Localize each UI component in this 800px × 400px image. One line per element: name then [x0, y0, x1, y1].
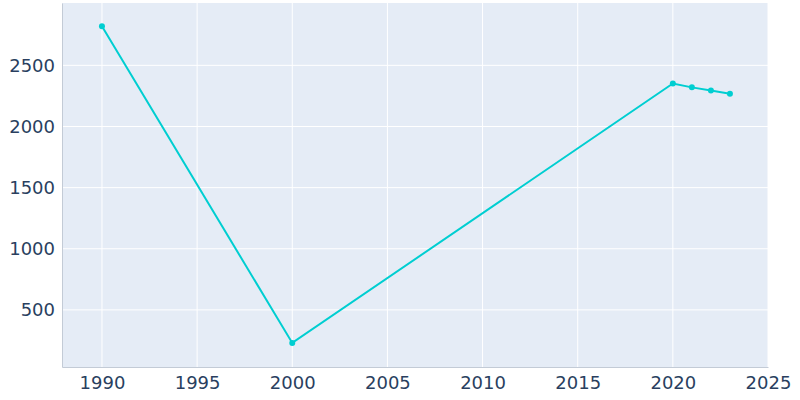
x-tick-label: 2025: [746, 372, 792, 393]
x-tick-label: 2020: [650, 372, 696, 393]
x-tick: 2015: [555, 367, 601, 393]
y-tick-label: 500: [21, 299, 55, 320]
x-tick-label: 2015: [555, 372, 601, 393]
x-grid-line: [101, 3, 102, 367]
marker: [708, 87, 714, 93]
x-grid-line: [577, 3, 578, 367]
marker: [289, 340, 295, 346]
x-axis: 1990 1995 2000 2005 2010 2015 2020 2025: [63, 367, 792, 393]
y-axis: 500 1000 1500 2000 2500: [9, 4, 62, 368]
line: [102, 26, 730, 343]
x-tick: 1990: [80, 367, 126, 393]
x-axis-line: [63, 367, 769, 368]
x-tick: 2020: [650, 367, 696, 393]
x-tick-label: 2010: [460, 372, 506, 393]
x-tick: 1995: [175, 367, 221, 393]
plot-background: [62, 3, 768, 367]
marker: [689, 84, 695, 90]
x-grid-line: [292, 3, 293, 367]
y-tick: 500: [21, 299, 62, 320]
plot: 1990 1995 2000 2005 2010 2015 2020 2025 500 1000 1…: [9, 3, 791, 393]
x-grid-line: [482, 3, 483, 367]
y-grid-line: [62, 248, 768, 249]
x-tick-label: 1990: [80, 372, 126, 393]
y-axis-line: [62, 4, 63, 368]
y-tick-label: 1500: [9, 177, 55, 198]
y-tick-label: 1000: [9, 238, 55, 259]
y-tick: 1000: [9, 238, 62, 259]
y-grid-line: [62, 187, 768, 188]
x-grid-line: [672, 3, 673, 367]
x-tick: 2025: [746, 367, 792, 393]
y-tick: 2500: [9, 55, 62, 76]
marker: [670, 80, 676, 86]
grid: [62, 3, 768, 367]
marker: [99, 23, 105, 29]
x-grid-line: [768, 3, 769, 367]
y-grid-line: [62, 309, 768, 310]
y-tick-label: 2500: [9, 55, 55, 76]
data: [99, 23, 733, 346]
y-tick: 1500: [9, 177, 62, 198]
x-tick-label: 2005: [365, 372, 411, 393]
x-grid-line: [387, 3, 388, 367]
x-tick-label: 2000: [270, 372, 316, 393]
y-grid-line: [62, 126, 768, 127]
x-tick-label: 1995: [175, 372, 221, 393]
y-tick: 2000: [9, 116, 62, 137]
y-tick-label: 2000: [9, 116, 55, 137]
marker: [727, 91, 733, 97]
y-grid-line: [62, 65, 768, 66]
x-tick: 2005: [365, 367, 411, 393]
chart: 1990 1995 2000 2005 2010 2015 2020 2025 500 1000 1…: [0, 0, 800, 400]
x-tick: 2010: [460, 367, 506, 393]
x-tick: 2000: [270, 367, 316, 393]
